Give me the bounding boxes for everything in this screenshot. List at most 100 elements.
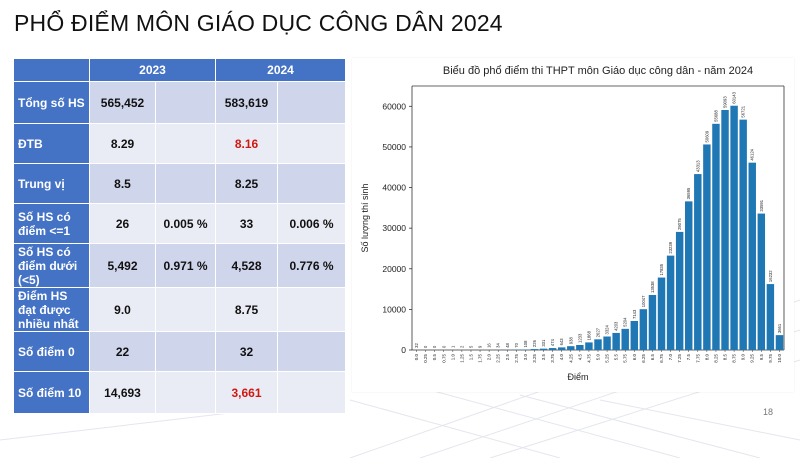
bar-data-label: 3324 [605,325,610,335]
table-row: Trung vị 8.5 8.25 [13,163,346,204]
bar-data-label: 16 [487,343,492,348]
row-label: Trung vị [13,163,90,204]
bar-data-label: 13538 [650,281,655,293]
bar-data-label: 9 [478,345,483,348]
bar-data-label: 36595 [686,187,691,199]
x-tick-label: 8.75 [732,354,737,363]
bar-data-label: 331 [541,339,546,347]
table-header-year-2024: 2024 [215,58,346,82]
bar-data-label: 2 [459,345,464,348]
x-tick-label: 4.75 [586,354,591,363]
bar [739,119,747,350]
percent-2024 [277,287,346,332]
statistics-table: 2023 2024 Tổng số HS 565,452 583,619 ĐTB 8.2… [13,58,346,414]
bar-data-label: 70 [514,342,519,347]
table-row: ĐTB 8.29 8.16 [13,123,346,164]
bar-data-label: 474 [550,338,555,346]
table-row: Số HS có điểm dưới (<5) 5,492 0.971 % 4,528… [13,243,346,288]
y-tick-label: 30000 [382,223,406,233]
row-label: Số điểm 10 [13,371,90,414]
row-label: Điểm HS đạt được nhiều nhất [13,287,90,332]
percent-2024 [277,331,346,372]
value-2024: 32 [215,331,278,372]
bar-data-label: 48 [505,342,510,347]
percent-2024 [277,371,346,414]
bar-data-label: 226 [532,339,537,347]
bar-data-label: 50609 [704,130,709,142]
x-tick-label: 1.0 [450,354,455,361]
bar-data-label: 29075 [677,218,682,230]
bar [639,309,648,350]
bar [567,346,575,350]
x-tick-label: 8.5 [723,354,728,361]
x-tick-label: 5.25 [605,354,610,363]
x-tick-label: 4.0 [559,354,564,361]
table-row: Điểm HS đạt được nhiều nhất 9.0 8.75 [13,287,346,332]
row-label: Số điểm 0 [13,331,90,372]
bar-data-label: 5 [468,345,473,348]
bar [748,162,756,350]
x-tick-label: 7.75 [695,354,700,363]
percent-2024 [277,81,346,124]
value-2024: 33 [215,203,278,244]
bar [557,347,566,350]
value-2024: 8.16 [215,123,278,164]
table-row: Số HS có điểm <=1 26 0.005 % 33 0.006 % [13,203,346,244]
x-axis-label: Điểm [567,372,588,382]
value-2023: 5,492 [89,243,156,288]
percent-2024: 0.776 % [277,243,346,288]
x-tick-label: 4.5 [577,354,582,361]
row-label: Số HS có điểm dưới (<5) [13,243,90,288]
y-tick-label: 40000 [382,183,406,193]
x-tick-label: 9.0 [741,354,746,361]
percent-2023 [155,81,216,124]
x-tick-label: 0.25 [423,354,428,363]
percent-2023 [155,287,216,332]
bar [657,277,666,350]
row-label: Tổng số HS [13,81,90,124]
bar-data-label: 33591 [759,199,764,211]
bar [630,320,639,350]
page-title: PHỔ ĐIỂM MÔN GIÁO DỤC CÔNG DÂN 2024 [14,10,503,36]
x-tick-label: 7.5 [686,354,691,361]
bar [612,332,620,350]
bar [766,284,775,350]
percent-2024 [277,123,346,164]
x-tick-label: 5.5 [614,354,619,361]
bar-data-label: 643 [559,338,564,346]
x-tick-label: 9.25 [750,354,755,363]
percent-2023: 0.005 % [155,203,216,244]
y-tick-label: 60000 [382,101,406,111]
bar [594,339,602,350]
value-2024: 8.25 [215,163,278,204]
page-number: 18 [763,407,774,417]
table-header-row: 2023 2024 [13,58,346,82]
value-2023: 8.29 [89,123,156,164]
x-tick-label: 1.5 [468,354,473,361]
x-tick-label: 0.0 [414,354,419,361]
x-tick-label: 0.75 [441,354,446,363]
bar-data-label: 17835 [659,263,664,275]
x-tick-label: 6.75 [659,354,664,363]
bar [685,201,693,350]
bar-data-label: 59093 [723,96,728,108]
bar-data-label: 23239 [668,241,673,253]
percent-2024: 0.006 % [277,203,346,244]
value-2024: 8.75 [215,287,278,332]
bar-data-label: 108 [523,340,528,348]
bar-data-label: 46124 [750,148,755,160]
bar-data-label: 0 [432,345,437,348]
x-tick-label: 3.0 [523,354,528,361]
row-label: ĐTB [13,123,90,164]
bar-data-label: 4203 [614,321,619,331]
chart-svg: Biểu đồ phổ điểm thi THPT môn Giáo dục c… [360,65,785,382]
row-label: Số HS có điểm <=1 [13,203,90,244]
percent-2023 [155,371,216,414]
percent-2023: 0.971 % [155,243,216,288]
bar-data-label: 1868 [586,330,591,340]
bar [730,105,738,350]
x-tick-label: 0.5 [432,354,437,361]
bar-data-label: 56721 [741,105,746,117]
x-tick-label: 1.25 [459,354,464,363]
value-2023: 14,693 [89,371,156,414]
